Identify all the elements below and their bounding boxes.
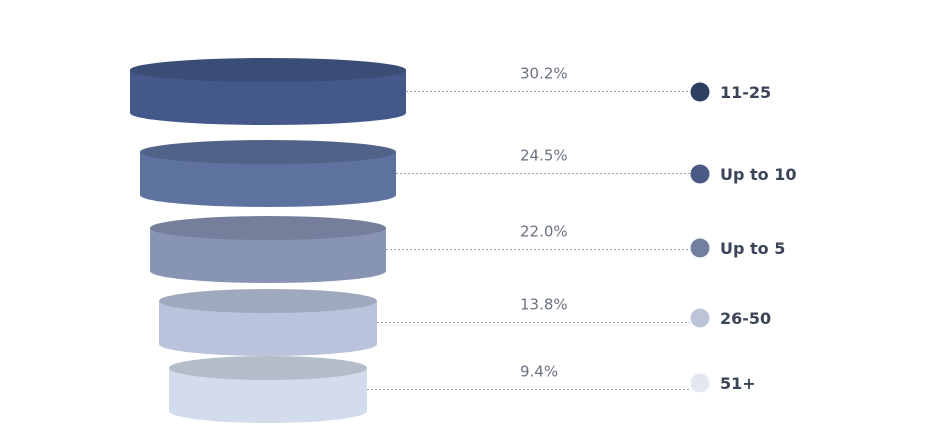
funnel-bar-body [150,228,386,283]
funnel-bar-body [140,152,396,207]
legend-label: 26-50 [720,309,771,328]
data-label: 30.2% [520,65,568,83]
legend-marker [690,373,710,393]
legend-label: 11-25 [720,83,771,102]
legend-label: Up to 10 [720,165,797,184]
data-label: 22.0% [520,223,568,241]
funnel-bar-top [169,356,367,380]
legend-label: 51+ [720,374,756,393]
legend-label: Up to 5 [720,239,785,258]
funnel-segment [140,140,396,207]
legend-marker [690,238,710,258]
funnel-bar-top [130,58,406,82]
funnel-bar-top [140,140,396,164]
data-label: 9.4% [520,363,558,381]
funnel-bar-body [159,301,377,356]
funnel-segment [150,216,386,283]
data-label: 13.8% [520,296,568,314]
funnel-bar-top [159,289,377,313]
funnel-bar-body [130,70,406,125]
data-label: 24.5% [520,147,568,165]
legend-marker [690,82,710,102]
funnel-segment [169,356,367,423]
funnel-bar-top [150,216,386,240]
funnel-segment [130,58,406,125]
legend-marker [690,164,710,184]
legend-marker [690,308,710,328]
funnel-segment [159,289,377,356]
funnel-bar-body [169,368,367,423]
